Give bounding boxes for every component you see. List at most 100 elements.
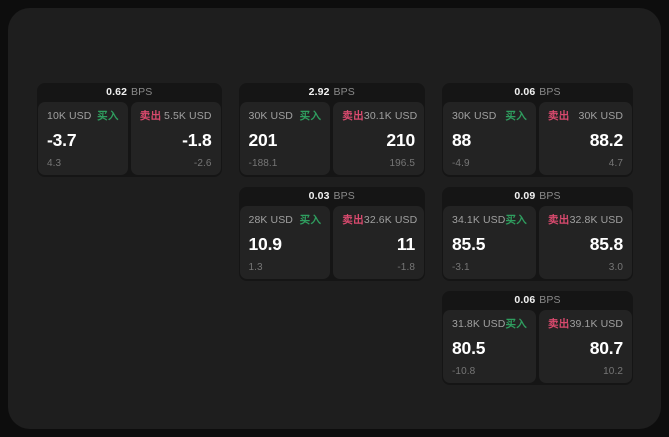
sell-panel-header: 卖出 39.1K USD xyxy=(548,317,624,331)
sell-delta: 10.2 xyxy=(603,366,623,377)
app-shell: 0.62 BPS 10K USD 买入 -3.7 4.3 卖出 5.5K USD -1.8 -2.… xyxy=(8,8,661,429)
buy-panel-header: 31.8K USD 买入 xyxy=(452,317,528,331)
sell-panel[interactable]: 卖出 5.5K USD -1.8 -2.6 xyxy=(130,102,221,175)
sell-price: 210 xyxy=(386,130,416,151)
buy-action-tag[interactable]: 买入 xyxy=(299,110,322,122)
spread-card[interactable]: 0.09 BPS 34.1K USD 买入 85.5 -3.1 卖出 32.8K USD 85.… xyxy=(442,187,633,281)
sell-delta: 3.0 xyxy=(608,262,623,273)
sell-delta: 4.7 xyxy=(608,158,623,169)
buy-action-tag[interactable]: 买入 xyxy=(505,110,527,122)
buy-price: -3.7 xyxy=(47,130,77,151)
sell-panel[interactable]: 卖出 30K USD 88.2 4.7 xyxy=(539,102,632,175)
buy-panel-header: 30K USD 买入 xyxy=(452,109,527,123)
buy-delta: 1.3 xyxy=(248,262,263,273)
bps-unit-label: BPS xyxy=(539,86,561,99)
bps-value: 0.06 xyxy=(514,86,536,99)
sell-panel-header: 卖出 32.8K USD xyxy=(548,213,624,227)
card-header: 0.09 BPS xyxy=(442,187,633,206)
sell-quantity-label: 30K USD xyxy=(578,109,623,122)
sell-action-tag[interactable]: 卖出 xyxy=(342,214,364,226)
card-body: 30K USD 买入 88 -4.9 卖出 30K USD 88.2 4.7 xyxy=(442,102,633,177)
buy-panel[interactable]: 30K USD 买入 88 -4.9 xyxy=(443,102,536,175)
buy-price: 10.9 xyxy=(248,234,282,255)
sell-panel[interactable]: 卖出 39.1K USD 80.7 10.2 xyxy=(539,310,632,383)
bps-unit-label: BPS xyxy=(131,86,153,99)
bps-value: 0.06 xyxy=(514,294,536,307)
sell-price: 80.7 xyxy=(589,338,623,359)
buy-quantity-label: 30K USD xyxy=(248,109,293,122)
sell-panel-header: 卖出 30.1K USD xyxy=(342,109,418,123)
bps-value: 2.92 xyxy=(308,86,330,99)
buy-action-tag[interactable]: 买入 xyxy=(299,214,322,226)
sell-quantity-label: 5.5K USD xyxy=(164,109,212,122)
buy-delta: -4.9 xyxy=(452,158,470,169)
card-column-2: 2.92 BPS 30K USD 买入 201 -188.1 卖出 30.1K USD 210 1… xyxy=(238,83,425,281)
buy-price: 80.5 xyxy=(452,338,486,359)
sell-price: 88.2 xyxy=(589,130,623,151)
card-header: 0.03 BPS xyxy=(239,187,425,206)
sell-action-tag[interactable]: 卖出 xyxy=(342,110,364,122)
spread-card[interactable]: 0.06 BPS 30K USD 买入 88 -4.9 卖出 30K USD 88.2 4.7 xyxy=(442,83,633,177)
sell-quantity-label: 39.1K USD xyxy=(569,317,624,330)
bps-value: 0.62 xyxy=(106,86,128,99)
card-header: 0.06 BPS xyxy=(442,83,633,102)
card-header: 0.62 BPS xyxy=(37,83,222,102)
buy-delta: -188.1 xyxy=(248,158,278,169)
sell-panel-header: 卖出 5.5K USD xyxy=(139,109,212,123)
spread-card[interactable]: 0.03 BPS 28K USD 买入 10.9 1.3 卖出 32.6K USD 11 -1.8 xyxy=(238,187,425,281)
buy-price: 201 xyxy=(248,130,278,151)
sell-quantity-label: 32.6K USD xyxy=(363,213,418,226)
sell-delta: -2.6 xyxy=(193,158,212,169)
buy-price: 85.5 xyxy=(452,234,486,255)
bps-value: 0.03 xyxy=(308,190,330,203)
spread-card[interactable]: 2.92 BPS 30K USD 买入 201 -188.1 卖出 30.1K USD 210 1… xyxy=(238,83,425,177)
card-column-1: 0.62 BPS 10K USD 买入 -3.7 4.3 卖出 5.5K USD -1.8 -2.… xyxy=(37,83,222,177)
card-body: 28K USD 买入 10.9 1.3 卖出 32.6K USD 11 -1.8 xyxy=(239,206,425,281)
sell-panel[interactable]: 卖出 32.6K USD 11 -1.8 xyxy=(333,206,425,279)
sell-panel[interactable]: 卖出 30.1K USD 210 196.5 xyxy=(333,102,425,175)
buy-delta: -3.1 xyxy=(452,262,470,273)
sell-panel[interactable]: 卖出 32.8K USD 85.8 3.0 xyxy=(539,206,632,279)
buy-panel-header: 10K USD 买入 xyxy=(47,109,119,123)
buy-quantity-label: 31.8K USD xyxy=(452,317,506,330)
sell-action-tag[interactable]: 卖出 xyxy=(139,110,162,122)
buy-quantity-label: 34.1K USD xyxy=(452,213,506,226)
buy-quantity-label: 28K USD xyxy=(248,213,293,226)
sell-price: -1.8 xyxy=(182,130,212,151)
card-body: 31.8K USD 买入 80.5 -10.8 卖出 39.1K USD 80.7 10.2 xyxy=(442,310,633,385)
buy-panel[interactable]: 30K USD 买入 201 -188.1 xyxy=(239,102,331,175)
buy-panel[interactable]: 34.1K USD 买入 85.5 -3.1 xyxy=(443,206,536,279)
sell-action-tag[interactable]: 卖出 xyxy=(548,318,570,330)
sell-quantity-label: 30.1K USD xyxy=(363,109,418,122)
buy-delta: -10.8 xyxy=(452,366,476,377)
buy-action-tag[interactable]: 买入 xyxy=(505,318,528,330)
bps-unit-label: BPS xyxy=(539,294,561,307)
spread-card[interactable]: 0.62 BPS 10K USD 买入 -3.7 4.3 卖出 5.5K USD -1.8 -2.… xyxy=(37,83,222,177)
buy-panel[interactable]: 28K USD 买入 10.9 1.3 xyxy=(239,206,331,279)
sell-panel-header: 卖出 30K USD xyxy=(548,109,623,123)
sell-panel-header: 卖出 32.6K USD xyxy=(342,213,418,227)
buy-panel[interactable]: 31.8K USD 买入 80.5 -10.8 xyxy=(443,310,536,383)
sell-action-tag[interactable]: 卖出 xyxy=(548,110,570,122)
bps-unit-label: BPS xyxy=(333,86,355,99)
bps-unit-label: BPS xyxy=(539,190,561,203)
buy-action-tag[interactable]: 买入 xyxy=(97,110,119,122)
card-body: 34.1K USD 买入 85.5 -3.1 卖出 32.8K USD 85.8 3.0 xyxy=(442,206,633,281)
bps-value: 0.09 xyxy=(514,190,536,203)
sell-price: 11 xyxy=(396,234,416,255)
spread-card[interactable]: 0.06 BPS 31.8K USD 买入 80.5 -10.8 卖出 39.1K USD 80… xyxy=(442,291,633,385)
card-body: 10K USD 买入 -3.7 4.3 卖出 5.5K USD -1.8 -2.6 xyxy=(37,102,222,177)
card-header: 0.06 BPS xyxy=(442,291,633,310)
sell-action-tag[interactable]: 卖出 xyxy=(548,214,570,226)
spread-cards-grid: 0.62 BPS 10K USD 买入 -3.7 4.3 卖出 5.5K USD -1.8 -2.… xyxy=(37,83,633,385)
sell-delta: 196.5 xyxy=(389,158,416,169)
buy-action-tag[interactable]: 买入 xyxy=(505,214,528,226)
buy-panel-header: 30K USD 买入 xyxy=(248,109,322,123)
card-header: 2.92 BPS xyxy=(239,83,425,102)
bps-unit-label: BPS xyxy=(333,190,355,203)
sell-quantity-label: 32.8K USD xyxy=(569,213,624,226)
sell-delta: -1.8 xyxy=(397,262,416,273)
buy-price: 88 xyxy=(452,130,472,151)
card-column-3: 0.06 BPS 30K USD 买入 88 -4.9 卖出 30K USD 88.2 4.7 0.… xyxy=(442,83,633,385)
buy-panel[interactable]: 10K USD 买入 -3.7 4.3 xyxy=(38,102,128,175)
